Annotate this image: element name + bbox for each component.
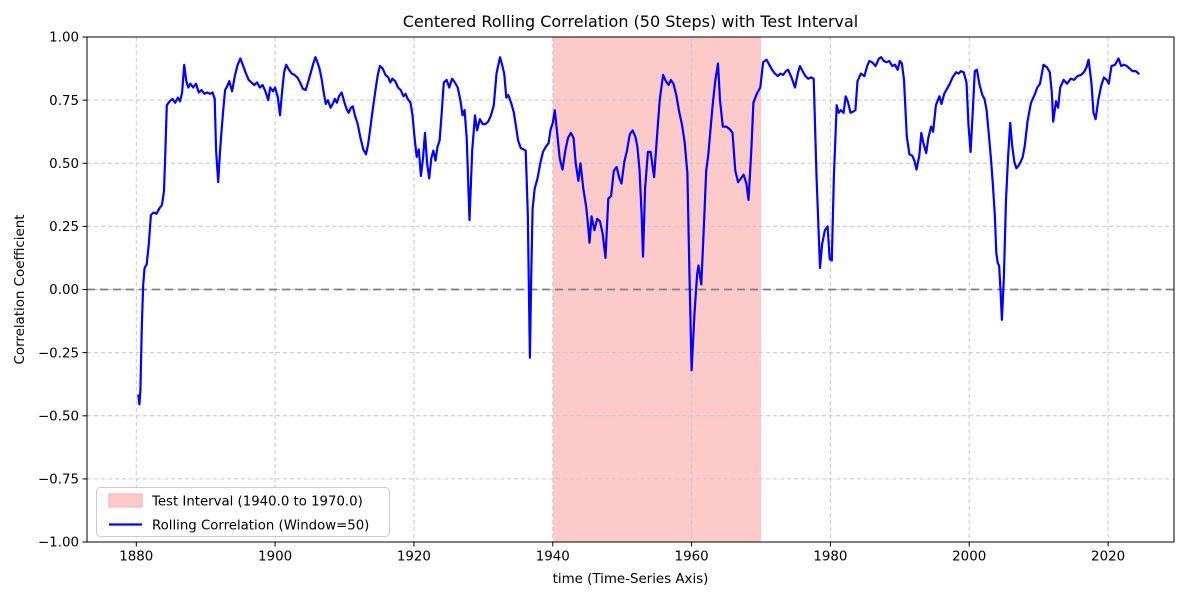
- legend: Test Interval (1940.0 to 1970.0) Rolling…: [96, 487, 390, 537]
- legend-test-interval-label: Test Interval (1940.0 to 1970.0): [151, 495, 363, 510]
- y-tick-label: −0.50: [38, 409, 79, 424]
- y-tick-label: −0.25: [38, 346, 79, 361]
- y-tick-label: −0.75: [38, 473, 79, 488]
- y-tick-label: 0.50: [49, 157, 79, 172]
- y-tick-label: 1.00: [49, 31, 79, 46]
- series-layer: [137, 56, 1140, 406]
- y-tick-label: −1.00: [38, 536, 79, 551]
- x-tick-label: 1920: [397, 550, 431, 565]
- x-axis-label: time (Time-Series Axis): [553, 572, 709, 587]
- y-tick-label: 0.00: [49, 283, 79, 298]
- y-tick-label: 0.25: [49, 220, 79, 235]
- tick-layer: 1880 1900 1920 1940 1960 1980 2000 2020 1.00 0.75…: [38, 31, 1125, 565]
- x-tick-label: 2020: [1091, 550, 1125, 565]
- x-tick-label: 1960: [675, 550, 709, 565]
- y-axis-label: Correlation Coefficient: [13, 215, 28, 365]
- x-tick-label: 1880: [119, 550, 153, 565]
- legend-test-interval-swatch: [108, 493, 143, 508]
- x-tick-label: 1900: [258, 550, 292, 565]
- legend-rolling-correlation-label: Rolling Correlation (Window=50): [152, 519, 369, 534]
- x-tick-label: 1940: [536, 550, 570, 565]
- rolling-correlation-line: [137, 56, 1140, 406]
- x-tick-label: 1980: [813, 550, 847, 565]
- legend-box: [96, 487, 390, 537]
- x-tick-label: 2000: [952, 550, 986, 565]
- chart-title: Centered Rolling Correlation (50 Steps) …: [403, 12, 858, 31]
- y-tick-label: 0.75: [49, 94, 79, 109]
